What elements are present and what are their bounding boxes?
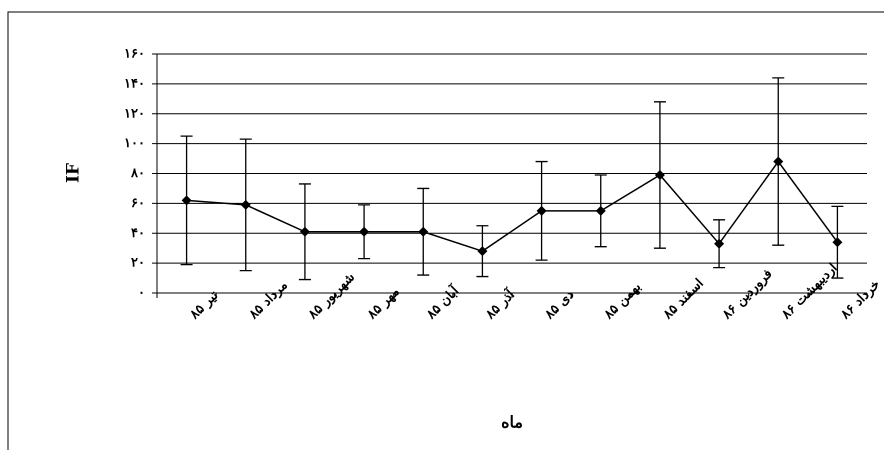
x-tick-label: آبان ۸۵ [422,282,463,323]
x-tick-label: مهر ۸۵ [364,284,403,323]
y-tick-label: ۸۰ [130,166,145,181]
y-tick-label: ۲۰ [131,256,145,271]
y-axis-label: IF [64,163,84,183]
x-tick-label: اسفند ۸۵ [660,276,707,323]
point [418,226,429,237]
x-tick-label: شهریور ۸۵ [305,270,358,323]
point [714,238,725,249]
y-tick-label: ۴۰ [131,226,145,241]
point [240,199,251,210]
point [773,156,784,167]
point [181,195,192,206]
x-tick-label: مرداد ۸۵ [246,278,291,323]
y-tick-label: ۰ [138,286,145,301]
x-tick-label: فروردین ۸۶ [719,267,775,323]
series-line [186,160,839,253]
y-tick-label: ۱۴۰ [124,76,145,91]
y-tick-label: ۱۲۰ [124,106,145,121]
point [299,226,310,237]
y-tick-label: ۶۰ [131,196,145,211]
y-tick-label: ۱۰۰ [124,136,145,151]
point [595,205,606,216]
point [477,246,488,257]
x-tick-label: خرداد ۸۶ [837,277,883,323]
chart-border [7,11,884,450]
point [536,205,547,216]
y-tick-label: ۱۶۰ [124,47,145,62]
point [832,237,843,248]
x-tick-label: اردیبهشت ۸۶ [778,261,840,323]
x-tick-label: آذر ۸۵ [481,285,519,323]
x-tick-label: بهمن ۸۵ [601,280,645,324]
point [654,169,665,180]
x-axis-label: ماه [501,413,523,432]
point [359,226,370,237]
